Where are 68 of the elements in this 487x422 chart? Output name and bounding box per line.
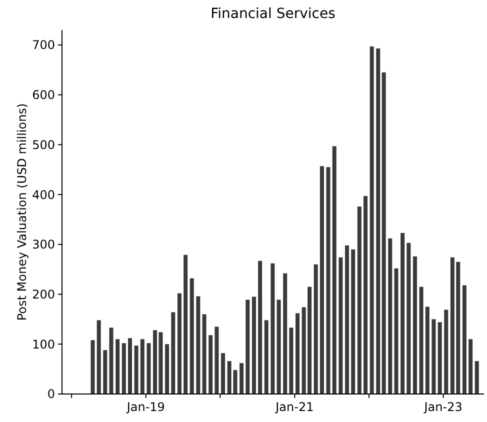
bar — [122, 343, 126, 394]
bar — [338, 257, 343, 394]
bar — [264, 320, 268, 394]
bar — [165, 344, 170, 394]
bar — [184, 254, 188, 394]
bar — [376, 48, 380, 394]
bar — [177, 293, 182, 394]
bar — [364, 196, 368, 394]
y-axis-title: Post Money Valuation (USD millions) — [15, 103, 29, 321]
y-tick-label: 300 — [32, 238, 55, 252]
bar — [388, 238, 392, 394]
y-tick-label: 100 — [32, 337, 55, 352]
bar — [412, 256, 417, 394]
bar — [202, 314, 206, 394]
bar — [406, 242, 411, 394]
y-tick-label: 200 — [32, 287, 55, 302]
bar — [394, 268, 398, 394]
bar — [438, 322, 442, 394]
bar — [214, 326, 219, 394]
bar — [320, 166, 324, 394]
bar — [246, 300, 250, 394]
bar — [332, 146, 336, 394]
bar — [116, 339, 120, 394]
bar — [252, 296, 256, 394]
y-tick-label: 600 — [32, 88, 55, 102]
bar — [296, 313, 300, 394]
bar — [283, 273, 288, 394]
bar — [134, 346, 138, 394]
bar — [258, 260, 262, 394]
bar — [400, 232, 405, 394]
bar — [289, 328, 294, 394]
bar — [419, 286, 424, 394]
bar — [432, 319, 436, 394]
chart-title: Financial Services — [210, 6, 336, 22]
y-tick-label: 500 — [32, 138, 55, 152]
bar — [109, 328, 114, 394]
bar — [270, 263, 275, 394]
bar — [468, 339, 473, 394]
bar — [221, 353, 226, 394]
bar — [425, 306, 430, 394]
bar — [326, 167, 330, 394]
y-tick-label: 0 — [47, 387, 55, 402]
bar — [370, 46, 374, 394]
y-tick-label: 400 — [32, 188, 55, 202]
bar — [190, 278, 194, 394]
bar — [140, 339, 144, 394]
bar — [128, 338, 132, 394]
bar — [382, 72, 386, 394]
bar — [444, 310, 448, 394]
bar — [96, 320, 101, 394]
bar — [357, 206, 362, 394]
bar — [171, 312, 176, 394]
x-tick-label: Jan-21 — [274, 400, 314, 414]
bar — [474, 361, 479, 394]
bar — [103, 350, 108, 394]
bar — [240, 363, 244, 394]
bar — [90, 340, 95, 394]
bar — [196, 296, 200, 394]
bar — [351, 249, 356, 394]
bar — [146, 343, 151, 394]
bar — [208, 335, 213, 394]
bar — [462, 285, 466, 394]
x-tick-label: Jan-19 — [126, 400, 165, 414]
bar — [276, 300, 281, 394]
y-tick-label: 700 — [32, 38, 55, 52]
bar — [314, 264, 318, 394]
x-tick-label: Jan-23 — [423, 400, 462, 414]
bar — [345, 245, 349, 394]
